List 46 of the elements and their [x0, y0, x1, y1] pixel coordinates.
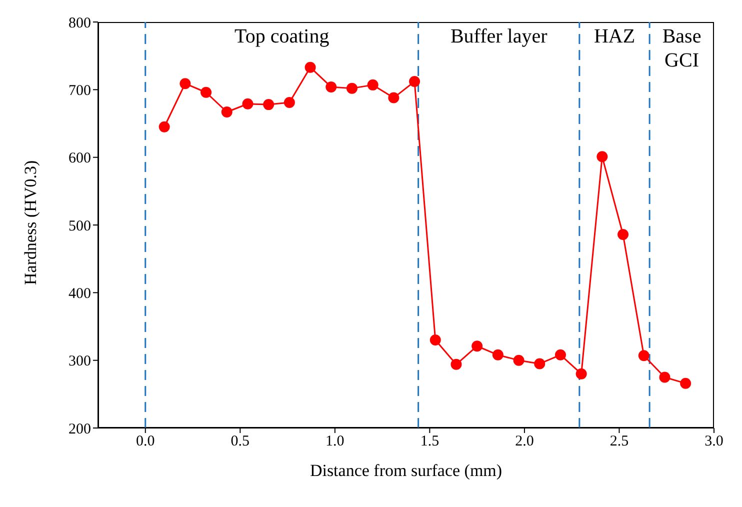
- point: [158, 121, 170, 132]
- point: [430, 334, 441, 346]
- y-tick-label: 800: [68, 15, 91, 32]
- annotation: HAZ: [594, 25, 636, 48]
- point: [180, 78, 191, 90]
- point: [554, 349, 566, 360]
- point: [346, 82, 358, 94]
- point: [450, 358, 462, 370]
- point: [284, 97, 295, 108]
- point: [680, 378, 692, 389]
- y-axis-title: Hardness (HV0.3): [21, 160, 40, 285]
- annotation: Base GCI: [662, 25, 702, 72]
- x-tick-label: 1.5: [420, 434, 440, 450]
- point: [576, 368, 587, 380]
- annotation: Top coating: [234, 25, 330, 48]
- x-tick-label: 2.0: [515, 434, 534, 450]
- point: [263, 99, 274, 110]
- y-tick-label: 200: [68, 421, 91, 438]
- x-tick-label: 0.0: [136, 434, 155, 450]
- point: [659, 372, 670, 383]
- x-tick-label: 0.5: [230, 434, 250, 450]
- point: [618, 228, 629, 240]
- x-axis-title: Distance from surface (mm): [310, 461, 502, 480]
- point: [326, 81, 337, 92]
- point: [200, 86, 212, 98]
- x-tick-label: 2.5: [610, 434, 629, 450]
- point: [409, 76, 420, 88]
- point: [242, 98, 254, 110]
- y-tick-label: 400: [68, 286, 91, 302]
- point: [596, 151, 608, 162]
- point: [221, 106, 232, 118]
- point: [472, 340, 483, 352]
- y-tick-label: 600: [68, 150, 91, 167]
- point: [492, 349, 504, 360]
- point: [534, 358, 546, 370]
- x-tick-label: 3.0: [704, 434, 724, 450]
- annotation: Buffer layer: [450, 25, 548, 48]
- point: [638, 350, 650, 362]
- y-tick-label: 700: [68, 82, 91, 99]
- x-tick-label: 1.0: [326, 434, 344, 450]
- y-tick-label: 500: [68, 218, 91, 234]
- point: [513, 354, 524, 366]
- point: [304, 62, 316, 73]
- y-tick-label: 300: [68, 354, 91, 370]
- point: [367, 79, 378, 90]
- point: [388, 92, 400, 104]
